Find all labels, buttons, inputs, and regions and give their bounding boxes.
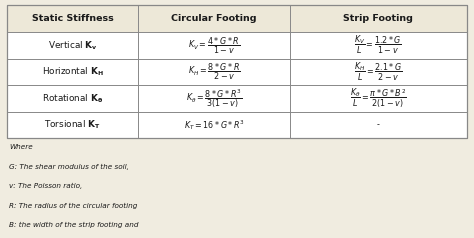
Text: $K_V = \dfrac{4 * G * R}{1 - v}$: $K_V = \dfrac{4 * G * R}{1 - v}$: [188, 35, 240, 56]
Text: $K_T = 16 * G * R^3$: $K_T = 16 * G * R^3$: [183, 118, 245, 132]
Text: $K_H = \dfrac{8 * G * R}{2 - v}$: $K_H = \dfrac{8 * G * R}{2 - v}$: [188, 62, 240, 82]
Text: $K_\theta = \dfrac{8 * G * R^3}{3(1 - v)}$: $K_\theta = \dfrac{8 * G * R^3}{3(1 - v)…: [186, 87, 242, 110]
Bar: [7, 5, 467, 32]
Text: B: the width of the strip footing and: B: the width of the strip footing and: [9, 222, 139, 228]
Bar: [7, 5, 467, 138]
Text: Horizontal $\mathbf{K_H}$: Horizontal $\mathbf{K_H}$: [42, 66, 103, 78]
Bar: [7, 5, 467, 138]
Text: -: -: [377, 120, 380, 129]
Text: $\dfrac{K_V}{L} = \dfrac{1.2 * G}{1 - v}$: $\dfrac{K_V}{L} = \dfrac{1.2 * G}{1 - v}…: [355, 34, 402, 56]
Text: Vertical $\mathbf{K_v}$: Vertical $\mathbf{K_v}$: [48, 39, 98, 52]
Text: $\dfrac{K_\theta}{L} = \dfrac{\pi * G * B^2}{2(1 - v)}$: $\dfrac{K_\theta}{L} = \dfrac{\pi * G * …: [350, 87, 407, 110]
Text: R: The radius of the circular footing: R: The radius of the circular footing: [9, 203, 138, 209]
Text: G: The shear modulus of the soil,: G: The shear modulus of the soil,: [9, 164, 129, 170]
Text: Rotational $\mathbf{K_\theta}$: Rotational $\mathbf{K_\theta}$: [42, 92, 103, 104]
Text: Static Stiffness: Static Stiffness: [32, 14, 113, 23]
Text: $\dfrac{K_H}{L} = \dfrac{2.1 * G}{2 - v}$: $\dfrac{K_H}{L} = \dfrac{2.1 * G}{2 - v}…: [354, 61, 403, 83]
Text: v: The Poisson ratio,: v: The Poisson ratio,: [9, 183, 83, 189]
Text: Circular Footing: Circular Footing: [171, 14, 257, 23]
Text: Torsional $\mathbf{K_T}$: Torsional $\mathbf{K_T}$: [45, 119, 101, 131]
Text: Strip Footing: Strip Footing: [344, 14, 413, 23]
Text: Where: Where: [9, 144, 33, 150]
